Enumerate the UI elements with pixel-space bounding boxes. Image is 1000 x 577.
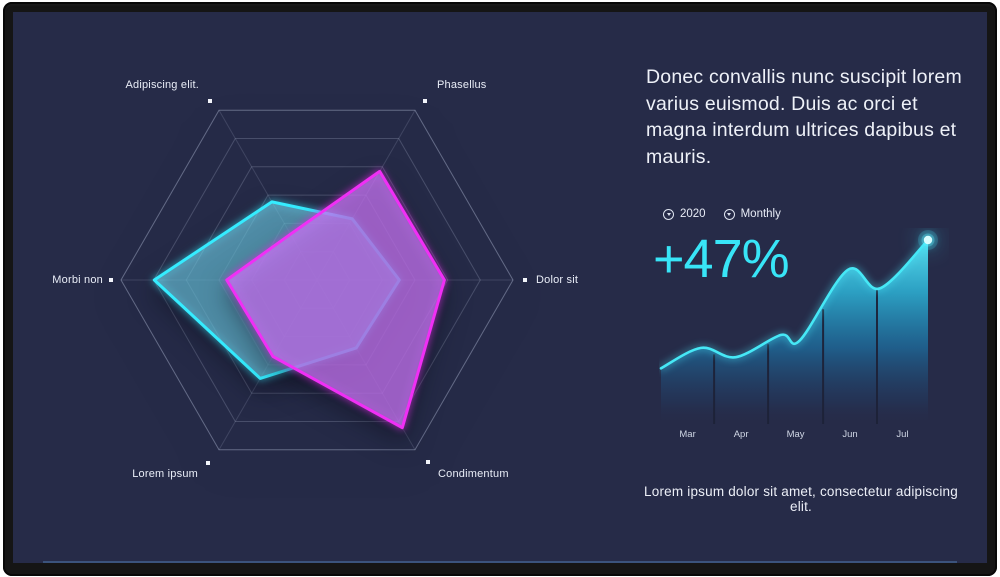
axis-label-dolor-sit: Dolor sit: [536, 274, 579, 286]
trend-month-label: May: [786, 429, 805, 440]
year-dropdown[interactable]: 2020: [663, 208, 706, 220]
axis-marker: [109, 278, 113, 282]
trend-endpoint-dot: [923, 235, 933, 245]
controls-row: 2020 Monthly: [663, 208, 781, 220]
axis-marker: [208, 99, 212, 103]
trend-chart: Mar Apr May Jun Jul: [659, 228, 949, 443]
footer-caption: Lorem ipsum dolor sit amet, consectetur …: [644, 484, 958, 514]
trend-month-label: Apr: [733, 429, 749, 440]
trend-month-label: Mar: [679, 429, 696, 440]
trend-month-label: Jun: [842, 429, 858, 440]
trend-svg: [659, 230, 938, 426]
radar-svg: [120, 109, 514, 451]
dropdown-circle-icon: [663, 208, 674, 220]
axis-label-adipiscing: Adipiscing elit.: [125, 79, 199, 91]
dropdown-circle-icon: [723, 208, 735, 220]
axis-marker: [206, 461, 210, 465]
trend-month-label: Jul: [896, 429, 909, 440]
area-fill: [661, 240, 928, 426]
radar-outer-hexagon: [120, 109, 514, 451]
radar-magenta-series: [225, 169, 446, 430]
year-dropdown-label: 2020: [680, 208, 706, 220]
intro-text: Donec convallis nunc suscipit lorem vari…: [646, 66, 962, 169]
trend-line: [659, 238, 930, 370]
screen-glint: [43, 561, 957, 563]
axis-label-morbi-non: Morbi non: [52, 274, 103, 286]
period-dropdown-label: Monthly: [740, 208, 781, 220]
axis-marker: [426, 460, 430, 464]
axis-label-lorem-ipsum: Lorem ipsum: [132, 468, 198, 480]
growth-stat: +47%: [653, 229, 790, 289]
monitor-frame: Dolor sit Phasellus Adipiscing elit. Mor…: [3, 2, 997, 576]
axis-marker: [423, 99, 427, 103]
axis-marker: [523, 278, 527, 282]
radar-chart: Dolor sit Phasellus Adipiscing elit. Mor…: [13, 12, 633, 552]
period-dropdown[interactable]: Monthly: [723, 208, 781, 220]
axis-label-phasellus: Phasellus: [437, 79, 487, 91]
axis-label-condimentum: Condimentum: [438, 468, 509, 480]
radar-ring: [120, 109, 514, 451]
dashboard-screen: Dolor sit Phasellus Adipiscing elit. Mor…: [13, 12, 987, 563]
